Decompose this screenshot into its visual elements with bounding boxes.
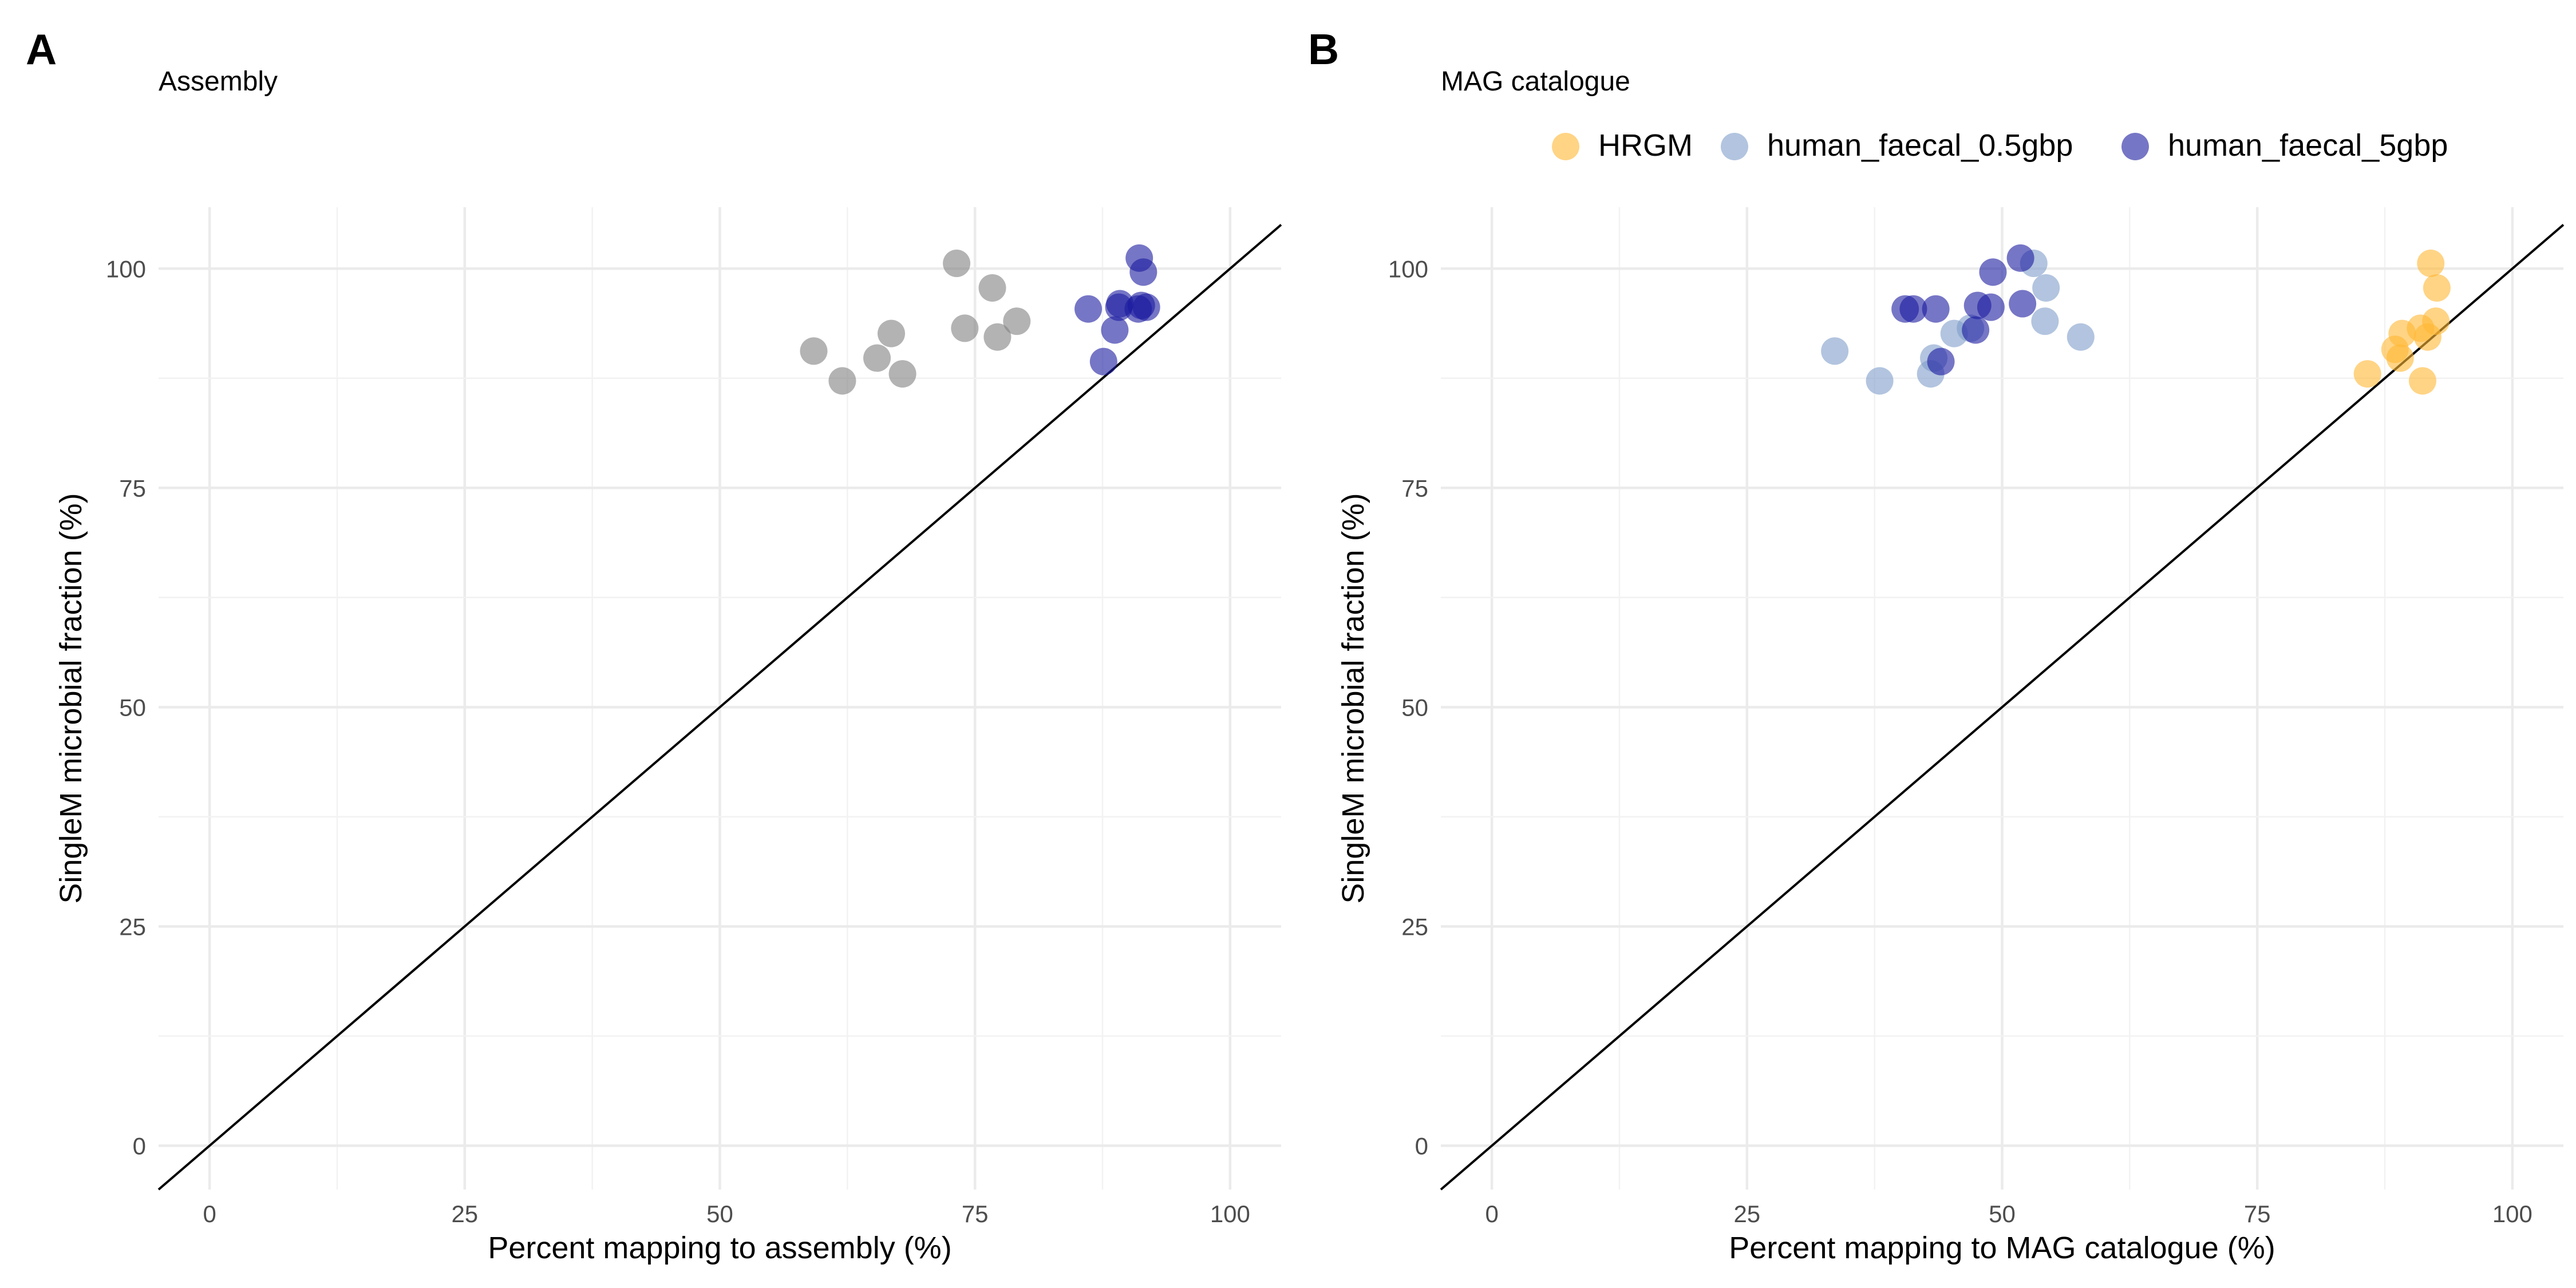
- panel-tag: B: [1308, 25, 1339, 73]
- legend: HRGM human_faecal_0.5gbp human_faecal_5gbp: [1552, 128, 2448, 163]
- data-point: [888, 360, 916, 388]
- series-hrgm: [2353, 250, 2451, 395]
- data-point: [1922, 295, 1950, 323]
- y-tick-label: 0: [1415, 1132, 1428, 1159]
- data-point: [1962, 316, 1990, 344]
- x-tick-label: 0: [1485, 1200, 1498, 1227]
- x-axis-label: Percent mapping to assembly (%): [488, 1231, 951, 1265]
- data-point: [943, 250, 971, 278]
- x-tick-label: 25: [1733, 1200, 1760, 1227]
- y-tick-label: 75: [119, 475, 146, 501]
- reference-line: [157, 224, 1282, 1191]
- data-point: [2031, 307, 2059, 335]
- data-point: [2009, 290, 2037, 318]
- y-axis-label: SingleM microbial fraction (%): [54, 493, 88, 903]
- data-point: [2006, 244, 2034, 272]
- data-point: [2423, 274, 2451, 302]
- data-point: [877, 319, 905, 347]
- data-point: [2353, 360, 2381, 388]
- data-point: [983, 323, 1012, 351]
- panel-title: Assembly: [159, 66, 278, 97]
- panel-b: B MAG catalogue 0 25 50 75 100 0 25 50 75 100 Percen…: [1308, 25, 2565, 1265]
- data-point: [863, 344, 891, 372]
- legend-label: human_faecal_0.5gbp: [1767, 128, 2073, 163]
- legend-label: human_faecal_5gbp: [2168, 128, 2448, 163]
- data-point: [1129, 258, 1157, 286]
- y-axis-label: SingleM microbial fraction (%): [1336, 493, 1370, 903]
- data-point: [2067, 323, 2095, 351]
- x-tick-label: 50: [1989, 1200, 2016, 1227]
- data-point: [2386, 344, 2414, 372]
- x-tick-label: 75: [962, 1200, 989, 1227]
- data-point: [1074, 295, 1103, 323]
- data-point: [951, 314, 979, 342]
- grid: [1441, 207, 2563, 1190]
- x-tick-label: 75: [2244, 1200, 2271, 1227]
- legend-key: [1721, 133, 1748, 160]
- data-point: [1866, 367, 1894, 395]
- x-tick-label: 0: [203, 1200, 216, 1227]
- data-point: [1927, 347, 1955, 376]
- data-point: [1089, 347, 1117, 376]
- x-tick-label: 100: [2492, 1200, 2532, 1227]
- data-point: [800, 337, 828, 365]
- data-point: [828, 367, 856, 395]
- data-point: [1132, 293, 1160, 321]
- x-tick-label: 25: [451, 1200, 478, 1227]
- legend-key: [2121, 133, 2149, 160]
- x-tick-label: 100: [1210, 1200, 1250, 1227]
- x-axis-label: Percent mapping to MAG catalogue (%): [1729, 1231, 2275, 1265]
- y-tick-label: 25: [119, 913, 146, 940]
- x-tick-label: 50: [706, 1200, 733, 1227]
- data-point: [2417, 250, 2445, 278]
- panel-tag: A: [26, 25, 57, 73]
- data-point: [1003, 307, 1031, 335]
- data-point: [1899, 295, 1927, 323]
- data-point: [1977, 293, 2005, 321]
- series-0: [800, 250, 1031, 395]
- legend-label: HRGM: [1598, 128, 1693, 163]
- y-tick-label: 50: [1401, 694, 1428, 721]
- data-point: [2032, 274, 2060, 302]
- panel-title: MAG catalogue: [1441, 66, 1630, 97]
- y-tick-label: 100: [1388, 255, 1428, 282]
- y-tick-label: 100: [106, 255, 146, 282]
- data-point: [1101, 316, 1129, 344]
- y-tick-label: 0: [133, 1132, 146, 1159]
- data-point: [1821, 337, 1849, 365]
- data-point: [2408, 367, 2436, 395]
- series-human-faecal-0-5gbp: [1821, 250, 2095, 395]
- legend-key: [1552, 133, 1579, 160]
- data-point: [978, 274, 1006, 302]
- y-tick-label: 50: [119, 694, 146, 721]
- data-point: [2422, 307, 2450, 335]
- reference-line: [1440, 224, 2565, 1191]
- series-1: [1074, 244, 1160, 376]
- panel-a: A Assembly 0 25 50 75 100 0 25 50 75 100 Percent map…: [26, 25, 1282, 1265]
- series-human-faecal-5gbp: [1891, 244, 2037, 376]
- y-tick-label: 25: [1401, 913, 1428, 940]
- data-point: [1979, 258, 2007, 286]
- y-tick-label: 75: [1401, 475, 1428, 501]
